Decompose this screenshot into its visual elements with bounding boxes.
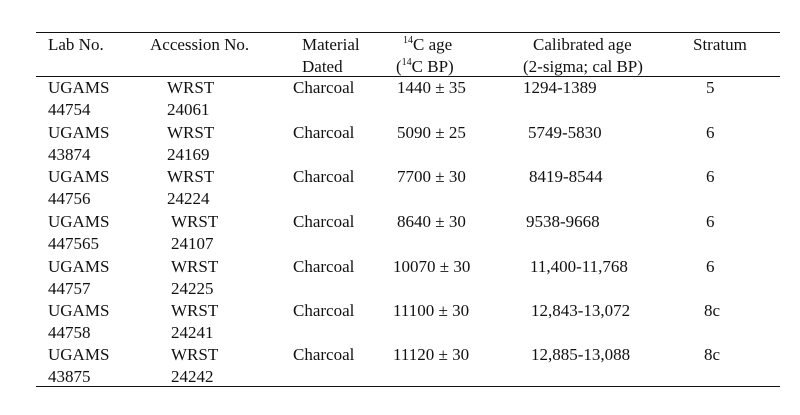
header-c14-bp-sup: 14 [401, 57, 412, 68]
calibrated-age-cell: 11,400-11,768 [530, 257, 628, 276]
lab-no-cell: UGAMS 44756 [48, 166, 109, 210]
stratum-cell: 6 [706, 167, 715, 186]
lab-no-cell: UGAMS 43874 [48, 122, 109, 166]
header-lab-no: Lab No. [48, 35, 104, 54]
c14-age-cell: 8640 ± 30 [397, 212, 466, 231]
material-cell: Charcoal [293, 167, 355, 186]
lab-prefix: UGAMS [48, 167, 110, 186]
accession-number: 24169 [167, 145, 210, 164]
lab-no-cell: UGAMS 447565 [48, 211, 109, 255]
header-c14-text: C age [413, 35, 453, 54]
lab-no-cell: UGAMS 44757 [48, 256, 109, 300]
stratum-cell: 6 [706, 212, 715, 231]
lab-no-cell: UGAMS 44754 [48, 77, 109, 121]
header-c14-bp-open: ( [396, 57, 402, 76]
accession-prefix: WRST [167, 167, 215, 186]
lab-number: 44756 [48, 189, 91, 208]
calibrated-age-cell: 12,885-13,088 [531, 345, 631, 364]
calibrated-age-cell: 8419-8544 [529, 167, 603, 186]
header-c14-bp: (14C BP) [396, 56, 454, 81]
lab-prefix: UGAMS [48, 78, 110, 97]
accession-cell: WRST 24061 [167, 77, 214, 121]
accession-number: 24242 [171, 367, 214, 386]
lab-number: 44754 [48, 100, 91, 119]
stratum-cell: 8c [704, 345, 721, 364]
stratum-cell: 6 [706, 257, 715, 276]
table-row: UGAMS 43874 WRST 24169 Charcoal 5090 ± 25 … [0, 122, 800, 166]
table-top-rule [36, 32, 780, 34]
accession-prefix: WRST [171, 345, 219, 364]
lab-prefix: UGAMS [48, 123, 110, 142]
table-row: UGAMS 44758 WRST 24241 Charcoal 11100 ± 30… [0, 300, 800, 344]
calibrated-age-cell: 5749-5830 [528, 123, 602, 142]
accession-number: 24107 [171, 234, 214, 253]
accession-prefix: WRST [167, 78, 215, 97]
accession-cell: WRST 24225 [171, 256, 218, 300]
header-calibrated-line1: Calibrated age [533, 35, 632, 54]
calibrated-age-cell: 9538-9668 [526, 212, 600, 231]
c14-age-cell: 5090 ± 25 [397, 123, 466, 142]
accession-cell: WRST 24107 [171, 211, 218, 255]
header-c14-age: 14C age [403, 34, 452, 59]
table-row: UGAMS 44754 WRST 24061 Charcoal 1440 ± 35 … [0, 77, 800, 121]
material-cell: Charcoal [293, 123, 355, 142]
lab-number: 43875 [48, 367, 91, 386]
accession-prefix: WRST [171, 212, 219, 231]
lab-prefix: UGAMS [48, 345, 110, 364]
stratum-cell: 5 [706, 78, 715, 97]
lab-number: 447565 [48, 234, 99, 253]
c14-age-cell: 7700 ± 30 [397, 167, 466, 186]
header-accession-no: Accession No. [150, 35, 250, 54]
material-cell: Charcoal [293, 212, 355, 231]
accession-cell: WRST 24224 [167, 166, 214, 210]
table-bottom-rule [36, 386, 780, 388]
accession-cell: WRST 24169 [167, 122, 214, 166]
accession-number: 24061 [167, 100, 210, 119]
header-stratum: Stratum [693, 35, 747, 54]
c14-age-cell: 11120 ± 30 [393, 345, 470, 364]
table-row: UGAMS 44757 WRST 24225 Charcoal 10070 ± 30… [0, 256, 800, 300]
accession-prefix: WRST [171, 301, 219, 320]
lab-no-cell: UGAMS 44758 [48, 300, 109, 344]
lab-number: 43874 [48, 145, 91, 164]
accession-number: 24241 [171, 323, 214, 342]
c14-age-cell: 10070 ± 30 [393, 257, 471, 276]
lab-no-cell: UGAMS 43875 [48, 344, 109, 388]
accession-prefix: WRST [167, 123, 215, 142]
stratum-cell: 6 [706, 123, 715, 142]
header-c14-bp-text: C BP) [411, 57, 454, 76]
accession-prefix: WRST [171, 257, 219, 276]
lab-prefix: UGAMS [48, 301, 110, 320]
material-cell: Charcoal [293, 345, 355, 364]
table-row: UGAMS 43875 WRST 24242 Charcoal 11120 ± 30… [0, 344, 800, 388]
calibrated-age-cell: 1294-1389 [523, 78, 597, 97]
c14-age-cell: 11100 ± 30 [393, 301, 470, 320]
accession-number: 24224 [167, 189, 210, 208]
lab-prefix: UGAMS [48, 257, 110, 276]
material-cell: Charcoal [293, 257, 355, 276]
lab-number: 44758 [48, 323, 91, 342]
material-cell: Charcoal [293, 78, 355, 97]
header-calibrated-line2: (2-sigma; cal BP) [523, 57, 643, 76]
header-divider-rule [36, 76, 780, 77]
accession-cell: WRST 24241 [171, 300, 218, 344]
material-cell: Charcoal [293, 301, 355, 320]
c14-age-cell: 1440 ± 35 [397, 78, 466, 97]
lab-number: 44757 [48, 279, 91, 298]
lab-prefix: UGAMS [48, 212, 110, 231]
calibrated-age-cell: 12,843-13,072 [531, 301, 631, 320]
accession-number: 24225 [171, 279, 214, 298]
table-row: UGAMS 44756 WRST 24224 Charcoal 7700 ± 30 … [0, 166, 800, 210]
header-material-line2: Dated [302, 57, 343, 76]
stratum-cell: 8c [704, 301, 721, 320]
header-material-line1: Material [302, 35, 360, 54]
header-c14-sup: 14 [403, 35, 413, 46]
table-row: UGAMS 447565 WRST 24107 Charcoal 8640 ± 30… [0, 211, 800, 255]
accession-cell: WRST 24242 [171, 344, 218, 388]
